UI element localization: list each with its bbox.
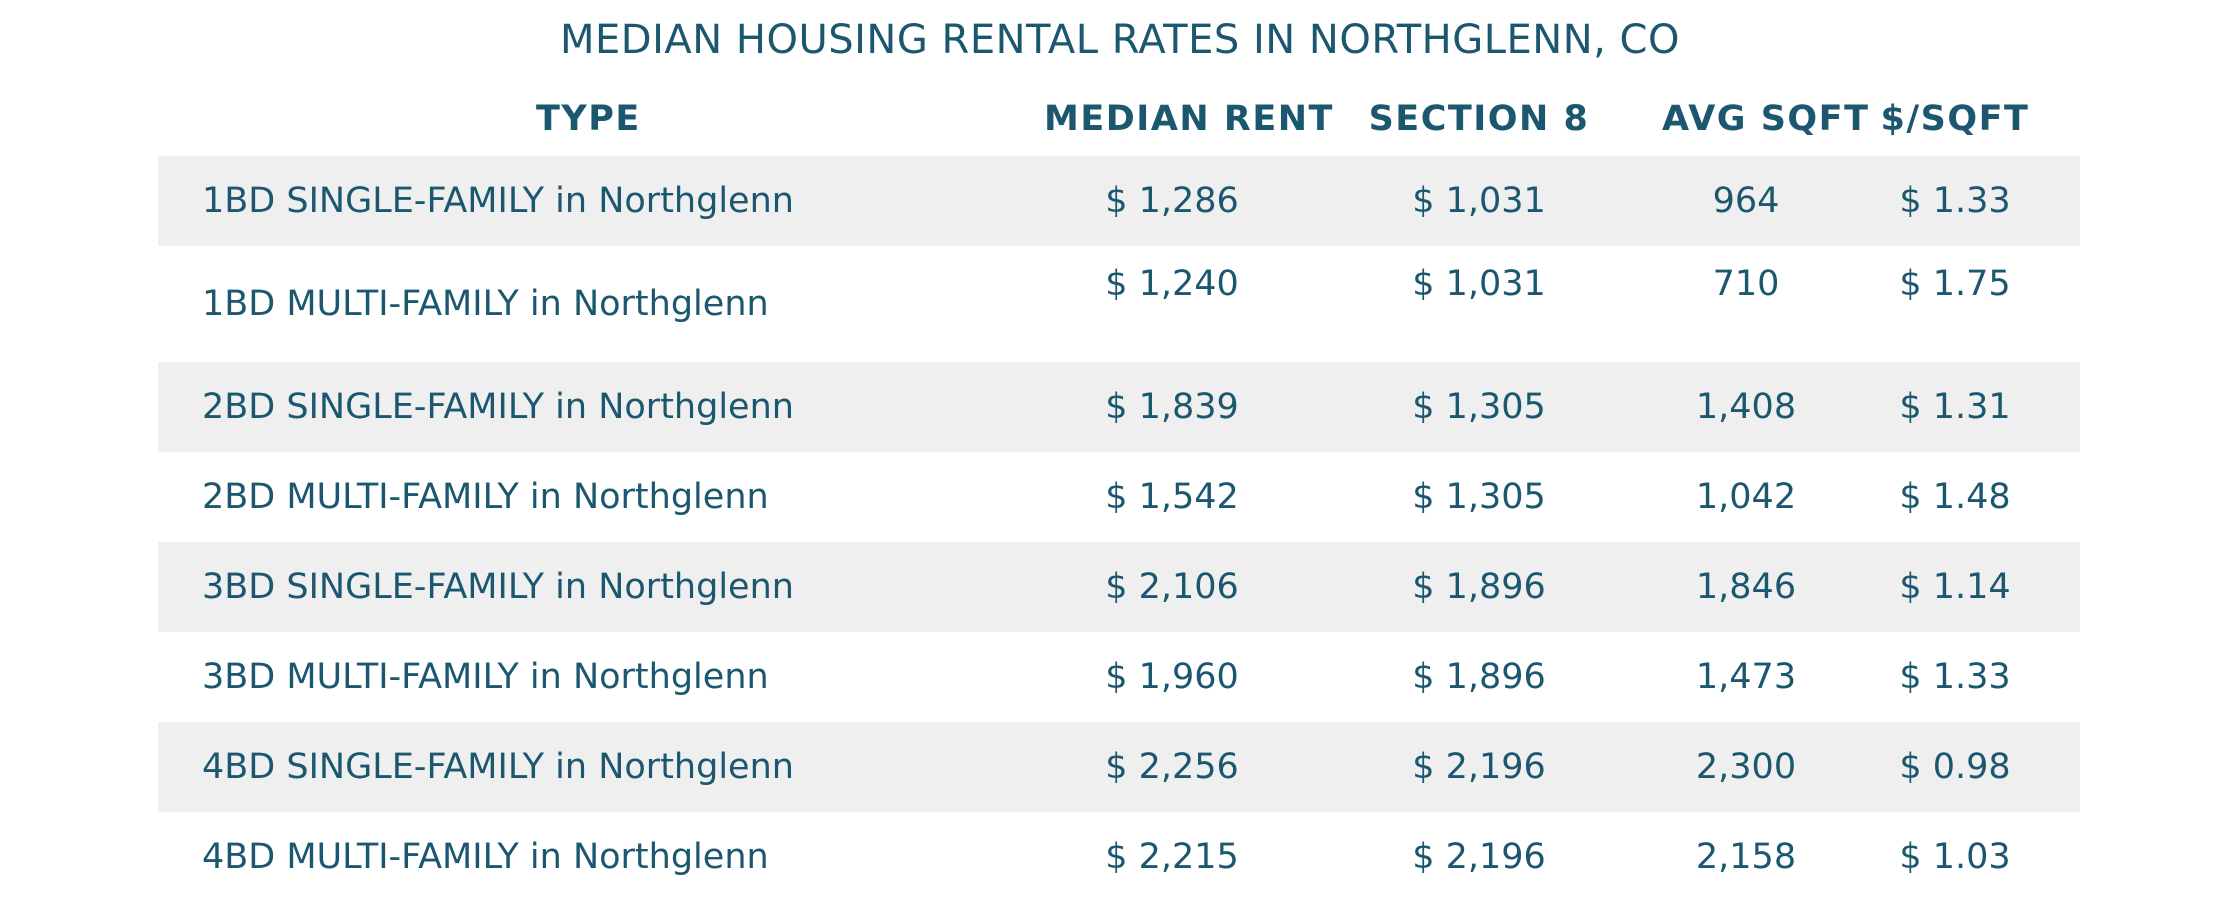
cell-price-per-sqft: $ 1.03	[1899, 837, 2011, 877]
rental-rates-table: TYPE MEDIAN RENT SECTION 8 AVG SQFT $/SQ…	[158, 82, 2080, 902]
cell-avg-sqft: 1,042	[1695, 477, 1797, 517]
cell-section-8: $ 2,196	[1412, 747, 1546, 787]
column-header-avg-sqft: AVG SQFT	[1662, 99, 1870, 139]
cell-type: 2BD MULTI-FAMILY in Northglenn	[202, 477, 769, 517]
cell-avg-sqft: 1,408	[1695, 387, 1797, 427]
table-body: 1BD SINGLE-FAMILY in Northglenn $ 1,286 …	[158, 156, 2080, 902]
cell-type: 1BD MULTI-FAMILY in Northglenn	[202, 284, 769, 324]
table-row: 3BD MULTI-FAMILY in Northglenn $ 1,960 $…	[158, 632, 2080, 722]
cell-type: 4BD SINGLE-FAMILY in Northglenn	[202, 747, 794, 787]
cell-section-8: $ 1,031	[1412, 264, 1546, 304]
cell-avg-sqft: 2,158	[1695, 837, 1797, 877]
column-header-section-8: SECTION 8	[1368, 99, 1590, 139]
table-row: 2BD MULTI-FAMILY in Northglenn $ 1,542 $…	[158, 452, 2080, 542]
cell-price-per-sqft: $ 1.48	[1899, 477, 2011, 517]
cell-avg-sqft: 964	[1712, 181, 1780, 221]
cell-median-rent: $ 1,286	[1105, 181, 1239, 221]
column-header-price-per-sqft: $/SQFT	[1880, 99, 2030, 139]
cell-price-per-sqft: $ 1.31	[1899, 387, 2011, 427]
cell-section-8: $ 1,305	[1412, 387, 1546, 427]
cell-median-rent: $ 1,240	[1105, 264, 1239, 304]
cell-type: 4BD MULTI-FAMILY in Northglenn	[202, 837, 769, 877]
cell-avg-sqft: 710	[1712, 264, 1780, 304]
page-title: MEDIAN HOUSING RENTAL RATES IN NORTHGLEN…	[560, 17, 1680, 63]
cell-median-rent: $ 1,839	[1105, 387, 1239, 427]
cell-section-8: $ 2,196	[1412, 837, 1546, 877]
cell-median-rent: $ 2,256	[1105, 747, 1239, 787]
cell-price-per-sqft: $ 1.75	[1899, 264, 2011, 304]
table-row: 1BD SINGLE-FAMILY in Northglenn $ 1,286 …	[158, 156, 2080, 246]
cell-price-per-sqft: $ 1.33	[1899, 181, 2011, 221]
column-header-median-rent: MEDIAN RENT	[1044, 99, 1334, 139]
cell-type: 2BD SINGLE-FAMILY in Northglenn	[202, 387, 794, 427]
cell-section-8: $ 1,896	[1412, 567, 1546, 607]
cell-median-rent: $ 1,960	[1105, 657, 1239, 697]
cell-type: 3BD SINGLE-FAMILY in Northglenn	[202, 567, 794, 607]
cell-type: 3BD MULTI-FAMILY in Northglenn	[202, 657, 769, 697]
header-row: TYPE MEDIAN RENT SECTION 8 AVG SQFT $/SQ…	[158, 82, 2080, 156]
cell-avg-sqft: 1,846	[1695, 567, 1797, 607]
column-header-type: TYPE	[536, 99, 641, 139]
table-row: 4BD MULTI-FAMILY in Northglenn $ 2,215 $…	[158, 812, 2080, 902]
cell-median-rent: $ 2,106	[1105, 567, 1239, 607]
cell-avg-sqft: 1,473	[1695, 657, 1797, 697]
cell-section-8: $ 1,896	[1412, 657, 1546, 697]
table-header: TYPE MEDIAN RENT SECTION 8 AVG SQFT $/SQ…	[158, 82, 2080, 156]
cell-type: 1BD SINGLE-FAMILY in Northglenn	[202, 181, 794, 221]
cell-median-rent: $ 1,542	[1105, 477, 1239, 517]
table-row: 4BD SINGLE-FAMILY in Northglenn $ 2,256 …	[158, 722, 2080, 812]
cell-price-per-sqft: $ 1.14	[1899, 567, 2011, 607]
cell-median-rent: $ 2,215	[1105, 837, 1239, 877]
table-row: 1BD MULTI-FAMILY in Northglenn $ 1,240 $…	[158, 246, 2080, 362]
cell-section-8: $ 1,305	[1412, 477, 1546, 517]
table-row: 2BD SINGLE-FAMILY in Northglenn $ 1,839 …	[158, 362, 2080, 452]
cell-section-8: $ 1,031	[1412, 181, 1546, 221]
table-row: 3BD SINGLE-FAMILY in Northglenn $ 2,106 …	[158, 542, 2080, 632]
cell-price-per-sqft: $ 0.98	[1899, 747, 2011, 787]
cell-price-per-sqft: $ 1.33	[1899, 657, 2011, 697]
cell-avg-sqft: 2,300	[1695, 747, 1797, 787]
